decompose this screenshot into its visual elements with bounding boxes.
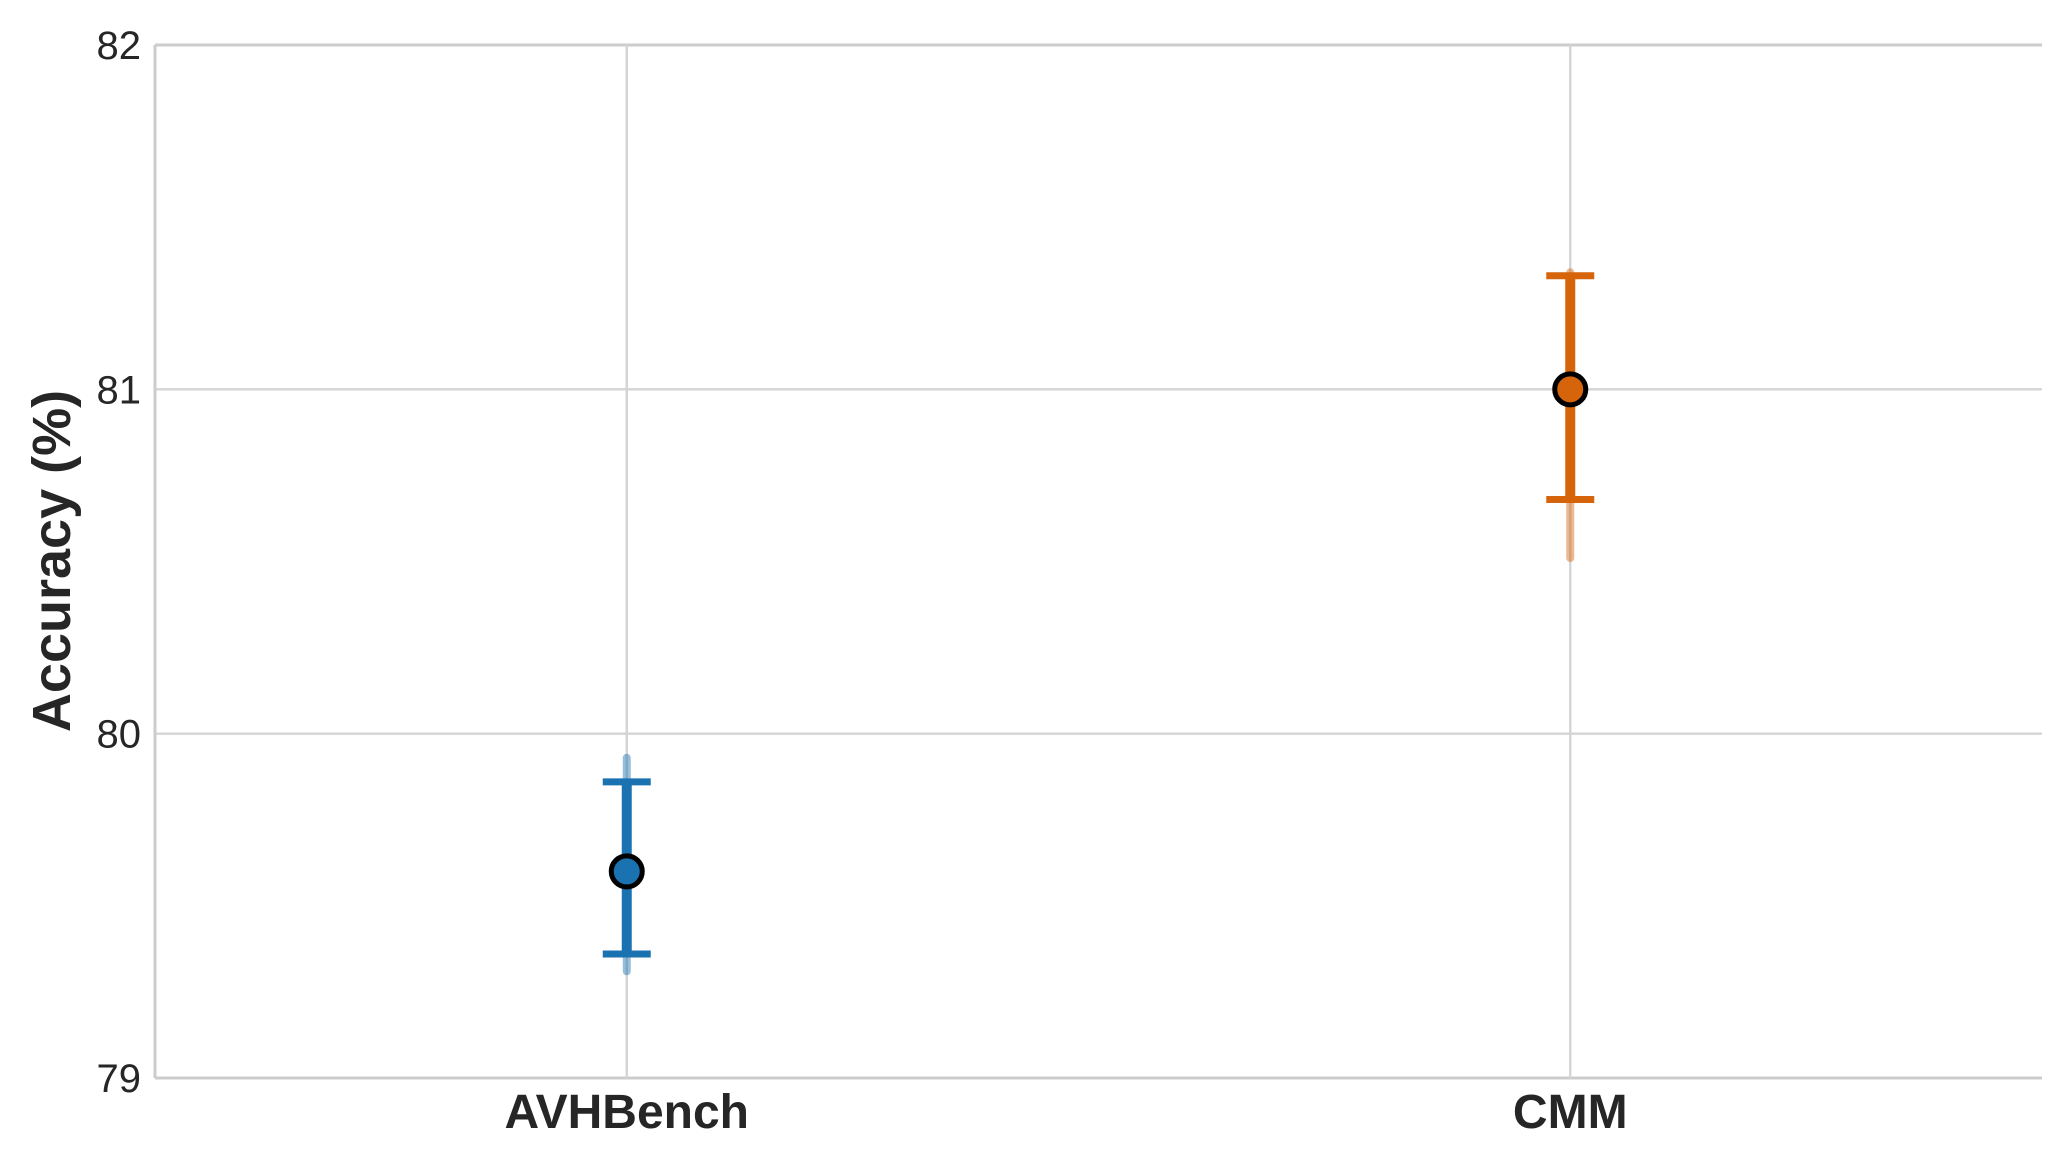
point-marker-avhbench [608,853,645,890]
grid-layer [153,43,2042,1080]
x-tick-label-AVHBench: AVHBench [505,1086,749,1139]
y-tick-label-81: 81 [97,368,142,412]
y-tick-label-82: 82 [97,24,142,68]
axis-layer: Accuracy (%) 79 80 81 82 AVHBench CMM [22,24,1628,1139]
y-tick-label-79: 79 [97,1057,142,1101]
x-tick-label-CMM: CMM [1513,1086,1628,1139]
y-tick-label-80: 80 [97,713,142,757]
data-layer [602,268,1595,976]
point-marker-cmm [1552,371,1589,408]
y-axis-label: Accuracy (%) [22,390,82,732]
